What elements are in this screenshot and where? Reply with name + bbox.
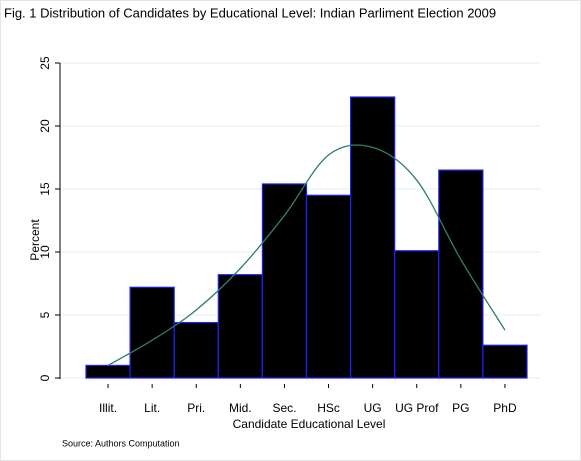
bar (305, 194, 352, 379)
chart-title: Fig. 1 Distribution of Candidates by Edu… (4, 5, 496, 20)
y-tick-label: 20 (38, 119, 52, 133)
y-tick-label: 15 (38, 182, 52, 196)
x-tick-label: UG (364, 401, 382, 415)
x-tick-label: Illit. (99, 401, 117, 415)
x-tick-label: UG Prof (395, 401, 439, 415)
bar (438, 169, 484, 379)
y-tick-label: 0 (38, 374, 52, 381)
density-curve (107, 144, 506, 366)
x-tick-label: Lit. (144, 401, 160, 415)
bar (129, 286, 175, 379)
x-axis-label: Candidate Educational Level (233, 417, 386, 431)
bar (173, 321, 219, 379)
bar (261, 183, 308, 379)
y-tick-label: 5 (38, 311, 52, 318)
x-tick-label: Pri. (187, 401, 205, 415)
bar (85, 364, 131, 379)
x-tick-label: Mid. (229, 401, 252, 415)
y-axis-label: Percent (28, 219, 42, 261)
x-tick-label: PG (452, 401, 469, 415)
y-tick-label: 25 (38, 56, 52, 70)
bar (394, 250, 440, 379)
x-tick-label: PhD (493, 401, 517, 415)
x-tick-label: Sec. (272, 401, 296, 415)
x-tick-label: HSc (317, 401, 340, 415)
bar (482, 344, 528, 379)
y-tick-label: 10 (38, 245, 52, 259)
bar (217, 274, 264, 379)
bar (350, 96, 396, 379)
source-note: Source: Authors Computation (62, 438, 180, 448)
